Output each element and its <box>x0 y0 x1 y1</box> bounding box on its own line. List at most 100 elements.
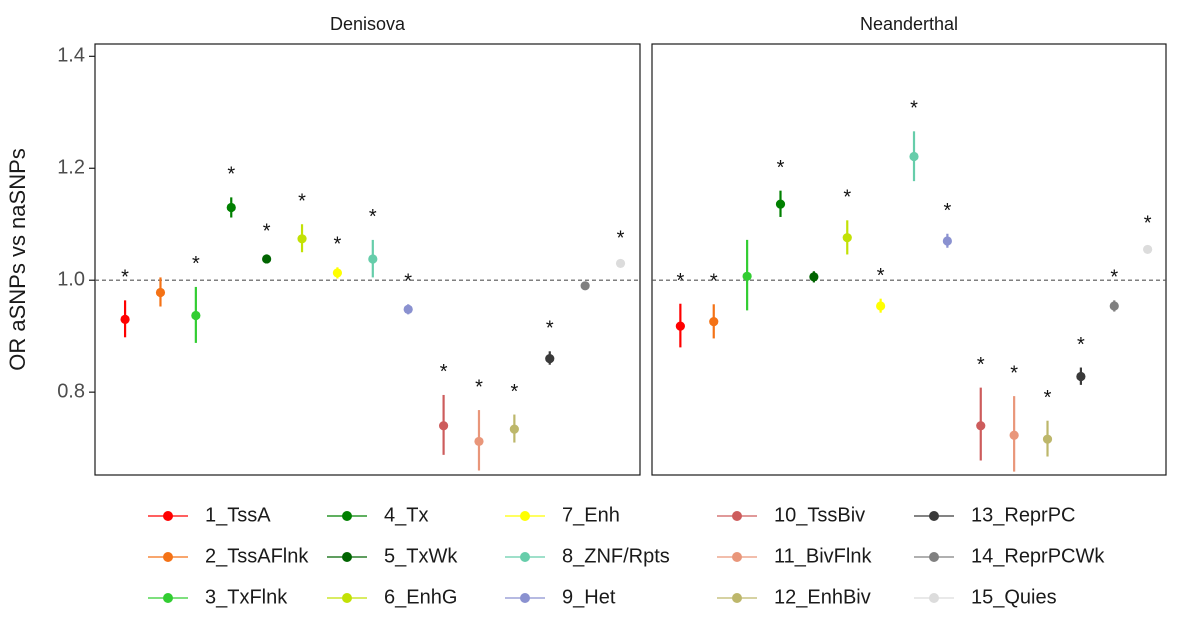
panel-frame <box>651 43 1167 476</box>
legend-label: 3_TxFlnk <box>205 586 288 608</box>
significance-star: * <box>475 376 483 398</box>
estimate-point <box>976 421 986 431</box>
significance-star: * <box>910 98 918 120</box>
estimate-point <box>545 353 555 364</box>
legend-item-6: 6_EnhG <box>327 586 457 608</box>
point-11: * <box>474 376 484 471</box>
legend-label: 2_TssAFlnk <box>205 545 309 567</box>
legend-item-11: 11_BivFlnk <box>717 545 872 567</box>
legend-label: 4_Tx <box>384 504 428 526</box>
significance-star: * <box>1110 267 1118 289</box>
estimate-point <box>297 234 307 244</box>
point-14: * <box>1109 267 1119 312</box>
legend-item-12: 12_EnhBiv <box>717 586 871 608</box>
significance-star: * <box>1144 212 1152 234</box>
point-8: * <box>368 206 378 278</box>
estimate-point <box>1109 301 1119 311</box>
y-tick-label: 1.0 <box>57 268 85 290</box>
legend-key-point <box>732 511 742 521</box>
point-12: * <box>509 381 519 443</box>
estimate-point <box>842 233 852 243</box>
legend-item-13: 13_ReprPC <box>914 504 1076 526</box>
significance-star: * <box>334 234 342 256</box>
panel-neanderthal: Neanderthal * * * * * * * * * * * * * <box>651 14 1167 476</box>
legend-label: 11_BivFlnk <box>774 545 872 567</box>
significance-star: * <box>1044 387 1052 409</box>
estimate-point <box>675 321 685 331</box>
estimate-point <box>775 199 786 209</box>
legend-key-point <box>520 593 530 603</box>
point-15: * <box>1143 212 1153 255</box>
significance-star: * <box>1010 362 1018 384</box>
legend-label: 6_EnhG <box>384 586 457 608</box>
estimate-point <box>191 310 201 321</box>
legend-label: 15_Quies <box>971 586 1057 608</box>
legend-label: 1_TssA <box>205 504 271 526</box>
point-1: * <box>120 267 130 338</box>
point-6: * <box>297 191 307 253</box>
significance-star: * <box>263 221 271 243</box>
estimate-point <box>1009 430 1019 440</box>
significance-star: * <box>977 354 985 376</box>
legend-item-3: 3_TxFlnk <box>148 586 288 608</box>
estimate-point <box>876 301 886 311</box>
legend-key-point <box>732 593 742 603</box>
point-9: * <box>403 271 413 315</box>
estimate-point <box>474 436 484 447</box>
point-3 <box>742 239 752 311</box>
estimate-point <box>942 236 952 246</box>
estimate-point <box>615 258 626 269</box>
significance-star: * <box>710 271 718 293</box>
estimate-point <box>709 317 719 327</box>
legend-key-point <box>163 511 173 521</box>
legend-item-2: 2_TssAFlnk <box>148 545 309 567</box>
legend-item-1: 1_TssA <box>148 504 271 526</box>
point-1: * <box>675 270 685 348</box>
legend-label: 14_ReprPCWk <box>971 545 1105 567</box>
point-10: * <box>976 354 986 461</box>
legend: 1_TssA 2_TssAFlnk 3_TxFlnk 4_Tx 5_TxWk 6_EnhG… <box>148 504 1105 608</box>
panel-denisova: Denisova * * * * * * * * * * * * * <box>94 14 641 476</box>
y-axis: 0.8 1.0 1.2 1.4 OR aSNPs vs naSNPs <box>5 45 95 402</box>
legend-item-9: 9_Het <box>505 586 616 608</box>
legend-item-15: 15_Quies <box>914 586 1057 608</box>
significance-star: * <box>617 227 625 249</box>
panels-layer: Denisova * * * * * * * * * * * * * Neanderthal * * * * * * * *… <box>94 14 1167 476</box>
significance-star: * <box>1077 334 1085 356</box>
estimate-point <box>332 268 343 278</box>
legend-label: 13_ReprPC <box>971 504 1076 526</box>
significance-star: * <box>440 361 448 383</box>
legend-item-8: 8_ZNF/Rpts <box>505 545 670 567</box>
legend-key-point <box>929 593 939 603</box>
panel-title: Denisova <box>330 14 406 34</box>
estimate-point <box>226 202 236 213</box>
legend-key-point <box>929 552 939 562</box>
significance-star: * <box>676 270 684 292</box>
estimate-point <box>155 287 166 298</box>
significance-star: * <box>121 267 129 289</box>
legend-label: 12_EnhBiv <box>774 586 871 608</box>
point-4: * <box>226 164 236 218</box>
significance-star: * <box>843 187 851 209</box>
point-5 <box>809 271 819 283</box>
estimate-point <box>403 304 413 314</box>
estimate-point <box>509 424 519 434</box>
estimate-point <box>809 272 819 282</box>
y-tick-label: 1.4 <box>57 45 85 67</box>
legend-label: 8_ZNF/Rpts <box>562 545 670 567</box>
estimate-point <box>368 254 378 264</box>
legend-key-point <box>520 552 530 562</box>
point-3: * <box>191 253 201 343</box>
significance-star: * <box>777 157 785 179</box>
legend-item-10: 10_TssBiv <box>717 504 865 526</box>
legend-key-point <box>929 511 939 521</box>
estimate-point <box>580 281 590 291</box>
significance-star: * <box>298 191 306 213</box>
point-12: * <box>1042 387 1053 457</box>
point-7: * <box>876 265 886 313</box>
point-2: * <box>709 271 719 339</box>
estimate-point <box>909 151 919 162</box>
legend-item-4: 4_Tx <box>327 504 428 526</box>
significance-star: * <box>227 164 235 186</box>
